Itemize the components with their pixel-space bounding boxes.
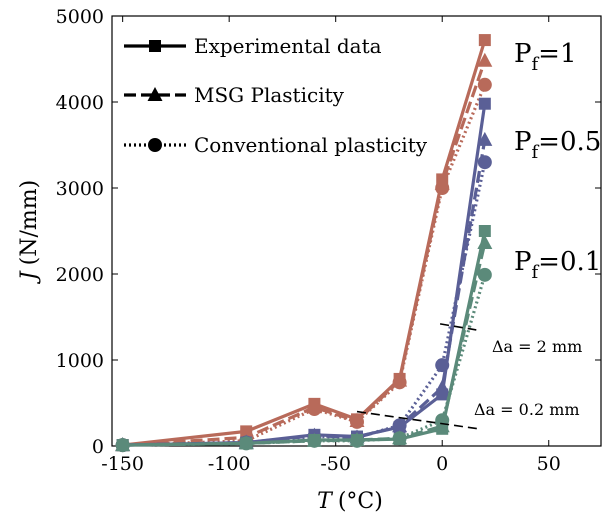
- data-point-conventional: [392, 431, 407, 446]
- group-label: Pf=0.5: [514, 127, 601, 163]
- series-line-msg: [122, 60, 487, 447]
- x-tick-label: 0: [436, 453, 448, 475]
- y-tick-label: 0: [92, 436, 104, 458]
- data-point-conventional: [477, 77, 492, 92]
- group-label-sub: f: [532, 54, 540, 75]
- y-tick-label: 4000: [56, 92, 104, 114]
- y-tick-label: 5000: [56, 6, 104, 28]
- y-axis-label: J (N/mm): [17, 180, 42, 284]
- data-point-msg: [477, 52, 493, 67]
- y-tick-label: 1000: [56, 350, 104, 372]
- group-label: Pf=0.1: [514, 247, 601, 283]
- data-point-experimental: [478, 97, 491, 110]
- x-tick-label: -150: [101, 453, 144, 475]
- x-tick-label: -100: [208, 453, 251, 475]
- data-point-conventional: [307, 433, 322, 448]
- series-group-2: [115, 225, 493, 453]
- data-point-experimental: [478, 225, 491, 237]
- legend-marker: [148, 138, 162, 152]
- data-point-conventional: [477, 155, 492, 170]
- legend-label: Experimental data: [194, 34, 382, 58]
- data-point-conventional: [307, 402, 322, 417]
- data-point-conventional: [392, 375, 407, 390]
- x-tick-label: -50: [320, 453, 351, 475]
- data-point-conventional: [435, 181, 450, 195]
- legend-label: MSG Plasticity: [194, 83, 345, 107]
- legend-marker: [149, 40, 161, 52]
- y-axis-unit: (N/mm): [17, 180, 42, 266]
- y-axis-symbol: J: [17, 270, 42, 284]
- legend-item: Conventional plasticity: [124, 133, 428, 157]
- legend-item: MSG Plasticity: [124, 83, 345, 107]
- y-tick-label: 3000: [56, 178, 104, 200]
- data-point-msg: [477, 235, 493, 250]
- data-point-msg: [434, 379, 450, 394]
- group-label: Pf=1: [514, 39, 577, 75]
- data-point-conventional: [350, 414, 364, 429]
- data-layer: Pf=1Pf=0.5Pf=0.1: [115, 34, 601, 453]
- annotation-line: [439, 323, 477, 331]
- x-axis-symbol: T: [317, 489, 334, 514]
- data-point-conventional: [477, 267, 492, 282]
- legend: Experimental data MSG Plasticity Conventio…: [124, 34, 428, 157]
- series-line-experimental: [122, 230, 487, 447]
- data-point-conventional: [350, 433, 364, 448]
- series-line-conventional: [122, 274, 487, 447]
- group-label-sub: f: [532, 142, 540, 163]
- group-label-rest: =0.1: [538, 247, 601, 277]
- plot-frame: [111, 15, 602, 447]
- x-axis-label: T (°C): [317, 489, 383, 514]
- legend-marker: [147, 87, 163, 101]
- x-axis-unit: (°C): [338, 489, 383, 514]
- axis-labels: T (°C) J (N/mm): [17, 180, 383, 514]
- annotation-layer: Δa = 2 mm Δa = 0.2 mm: [356, 323, 582, 430]
- group-label-sub: f: [532, 262, 540, 283]
- annotation-text: Δa = 0.2 mm: [474, 400, 580, 419]
- legend-label: Conventional plasticity: [194, 133, 428, 157]
- annotation-line: [356, 410, 479, 430]
- group-label-rest: =1: [538, 39, 576, 69]
- group-label-rest: =0.5: [538, 127, 601, 157]
- group-label-main: P: [514, 247, 532, 277]
- data-point-conventional: [115, 438, 130, 453]
- data-point-conventional: [392, 418, 407, 433]
- y-tick-label: 2000: [56, 264, 104, 286]
- x-tick-label: 50: [537, 453, 561, 475]
- group-label-main: P: [514, 39, 532, 69]
- data-point-msg: [477, 131, 493, 146]
- data-point-conventional: [239, 436, 254, 451]
- group-label-main: P: [514, 127, 532, 157]
- series-line-msg: [122, 139, 487, 447]
- data-point-experimental: [478, 34, 491, 47]
- annotation-text: Δa = 2 mm: [492, 337, 582, 356]
- legend-item: Experimental data: [124, 34, 382, 58]
- data-point-conventional: [435, 358, 450, 373]
